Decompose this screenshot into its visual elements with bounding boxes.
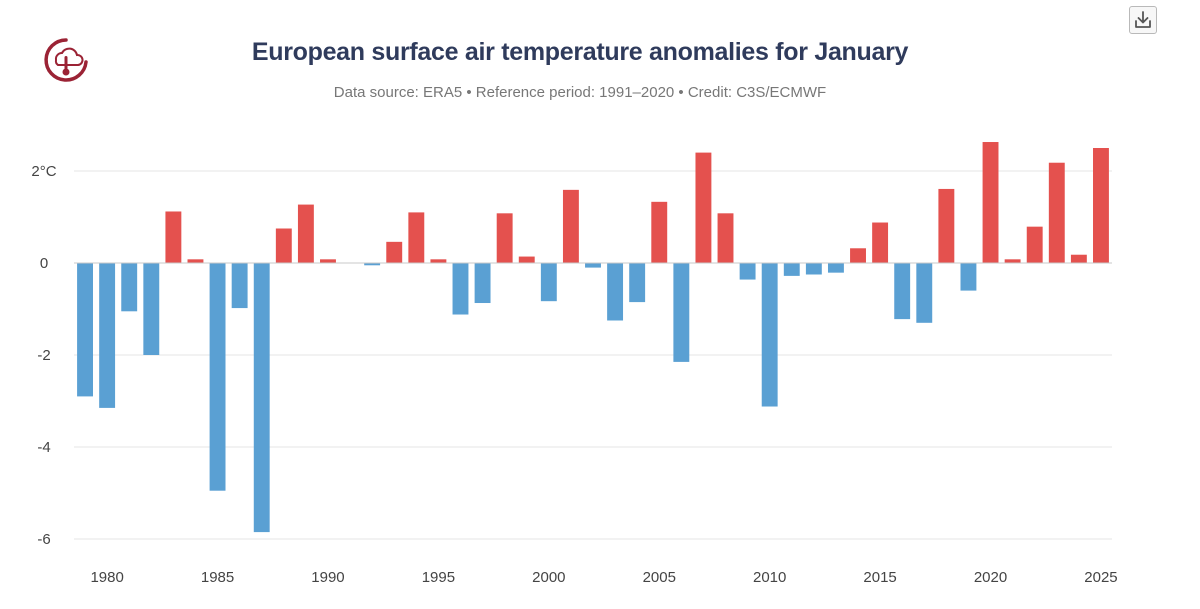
x-tick-label: 1990: [311, 569, 344, 586]
y-tick-label: -2: [37, 347, 50, 364]
bar-2017[interactable]: [916, 263, 933, 323]
bar-1985[interactable]: [209, 263, 226, 491]
thermometer-cloud-icon: [42, 36, 90, 84]
bar-2005[interactable]: [651, 201, 668, 263]
bar-1995[interactable]: [430, 259, 447, 263]
bar-1983[interactable]: [165, 211, 182, 263]
x-tick-label: 2010: [753, 569, 786, 586]
bar-2014[interactable]: [850, 248, 866, 263]
y-tick-label: -6: [37, 531, 50, 548]
bar-2004[interactable]: [629, 263, 646, 303]
bar-2002[interactable]: [585, 263, 601, 268]
bar-2018[interactable]: [938, 188, 955, 263]
bar-2011[interactable]: [783, 263, 800, 276]
bar-2024[interactable]: [1070, 254, 1087, 263]
x-tick-label: 2015: [863, 569, 896, 586]
bar-2000[interactable]: [540, 263, 557, 302]
bars: [77, 142, 1109, 533]
x-tick-labels: 1980 1985 1990 1995 2000 2005 2010 2015 2020 2025: [90, 569, 1117, 586]
bar-1979[interactable]: [77, 263, 93, 397]
bar-2007[interactable]: [695, 152, 712, 263]
y-tick-label: -4: [37, 439, 50, 456]
bar-1998[interactable]: [496, 213, 513, 263]
bar-2019[interactable]: [960, 263, 977, 291]
y-tick-label: 0: [40, 255, 48, 272]
x-tick-label: 2000: [532, 569, 565, 586]
bar-2022[interactable]: [1026, 226, 1043, 263]
download-icon: [1135, 11, 1151, 28]
bar-1993[interactable]: [386, 241, 403, 263]
bar-2025[interactable]: [1093, 148, 1109, 263]
bar-2009[interactable]: [739, 263, 756, 280]
bar-1999[interactable]: [518, 256, 535, 263]
bar-2020[interactable]: [982, 142, 999, 263]
x-tick-label: 1995: [422, 569, 455, 586]
bar-2021[interactable]: [1004, 259, 1021, 263]
x-tick-label: 2025: [1084, 569, 1117, 586]
bar-1982[interactable]: [143, 263, 160, 355]
bar-1980[interactable]: [99, 263, 116, 408]
x-tick-label: 2020: [974, 569, 1007, 586]
download-button[interactable]: [1129, 6, 1157, 34]
x-tick-label: 1985: [201, 569, 234, 586]
bar-2001[interactable]: [562, 189, 579, 263]
y-tick-labels: 2°C 0 -2 -4 -6: [31, 163, 56, 548]
bar-2010[interactable]: [761, 263, 778, 407]
bar-2006[interactable]: [673, 263, 690, 362]
bar-1996[interactable]: [452, 263, 469, 315]
bar-2015[interactable]: [872, 222, 889, 263]
bar-2023[interactable]: [1048, 162, 1065, 263]
chart-subtitle: Data source: ERA5 • Reference period: 19…: [333, 84, 827, 101]
bar-1994[interactable]: [408, 212, 425, 263]
grid-lines: [74, 170, 1112, 540]
bar-1990[interactable]: [320, 259, 336, 263]
x-tick-label: 2005: [643, 569, 676, 586]
bar-1992[interactable]: [364, 263, 381, 266]
bar-2016[interactable]: [894, 263, 911, 320]
bar-2012[interactable]: [805, 263, 822, 275]
chart-title: European surface air temperature anomali…: [251, 38, 909, 66]
bar-1987[interactable]: [253, 263, 270, 533]
bar-1981[interactable]: [121, 263, 138, 312]
bar-1997[interactable]: [474, 263, 491, 304]
bar-1984[interactable]: [187, 259, 204, 263]
bar-2003[interactable]: [607, 263, 624, 321]
x-tick-label: 1980: [90, 569, 123, 586]
y-tick-label: 2°C: [31, 163, 56, 180]
bar-1988[interactable]: [275, 228, 292, 264]
bar-2008[interactable]: [717, 213, 734, 263]
bar-1986[interactable]: [231, 263, 248, 309]
bar-2013[interactable]: [827, 263, 844, 273]
bar-1989[interactable]: [297, 204, 314, 263]
